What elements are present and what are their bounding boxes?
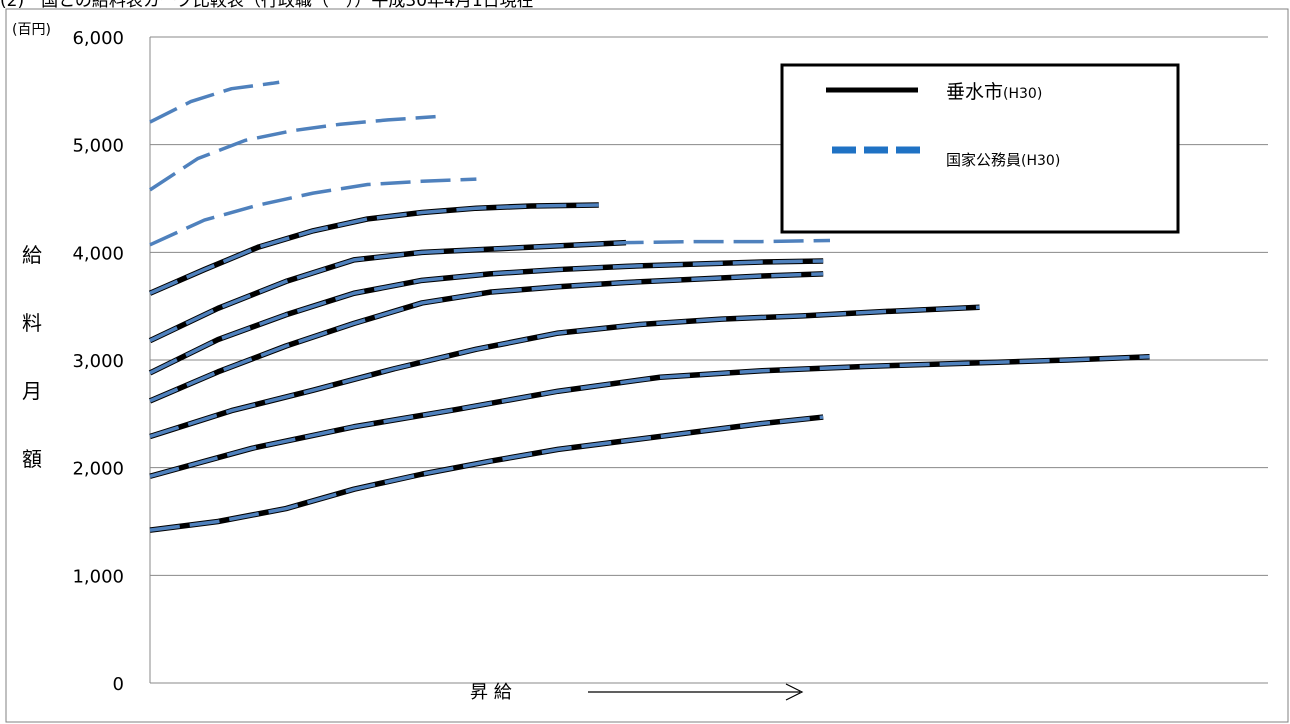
x-axis-label: 昇 給	[470, 682, 512, 703]
legend-label-tarumizu: 垂水市(H30)	[946, 81, 1042, 103]
national-grade-line-6	[149, 238, 831, 343]
series-lines	[148, 80, 1150, 533]
y-axis-label-char: 額	[22, 447, 42, 471]
y-tick-label: 6,000	[72, 28, 124, 49]
y-axis-label-char: 月	[22, 379, 42, 403]
national-grade-line-4	[149, 272, 824, 403]
y-axis-label-char: 料	[22, 311, 42, 335]
y-tick-label: 0	[113, 674, 124, 695]
y-tick-label: 2,000	[72, 459, 124, 480]
national-grade-line-5	[149, 259, 824, 375]
national-grade-line-9	[149, 114, 436, 192]
national-grade-line-8	[149, 177, 477, 247]
y-tick-label: 3,000	[72, 351, 124, 372]
national-grade-line-10	[149, 80, 280, 124]
legend-label-national: 国家公務員(H30)	[946, 151, 1060, 169]
y-unit-label: (百円)	[12, 22, 51, 38]
national-grade-line-2	[149, 355, 1150, 478]
y-tick-label: 1,000	[72, 566, 124, 587]
page-header: (2) 国との給料表カーブ比較表（行政職（一））平成30年4月1日現在	[0, 0, 534, 11]
national-grade-line-7	[149, 203, 599, 295]
y-tick-labels: 0 1,000 2,000 3,000 4,000 5,000 6,000	[72, 28, 124, 695]
y-axis-label-char: 給	[22, 243, 42, 267]
y-tick-label: 5,000	[72, 136, 124, 157]
y-tick-label: 4,000	[72, 243, 124, 264]
x-axis-arrow	[588, 683, 804, 701]
national-grade-line-1	[149, 415, 824, 532]
national-grade-line-3	[149, 305, 980, 439]
legend: 垂水市(H30) 国家公務員(H30)	[780, 63, 1180, 234]
